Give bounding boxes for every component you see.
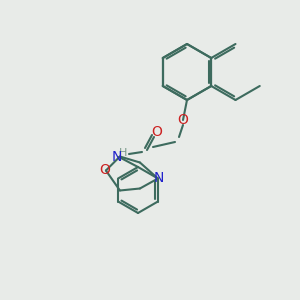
Text: O: O [178,113,188,127]
Text: O: O [100,163,110,176]
Text: H: H [119,148,127,158]
Text: N: N [154,170,164,184]
Text: O: O [152,125,162,139]
Text: N: N [112,150,122,164]
